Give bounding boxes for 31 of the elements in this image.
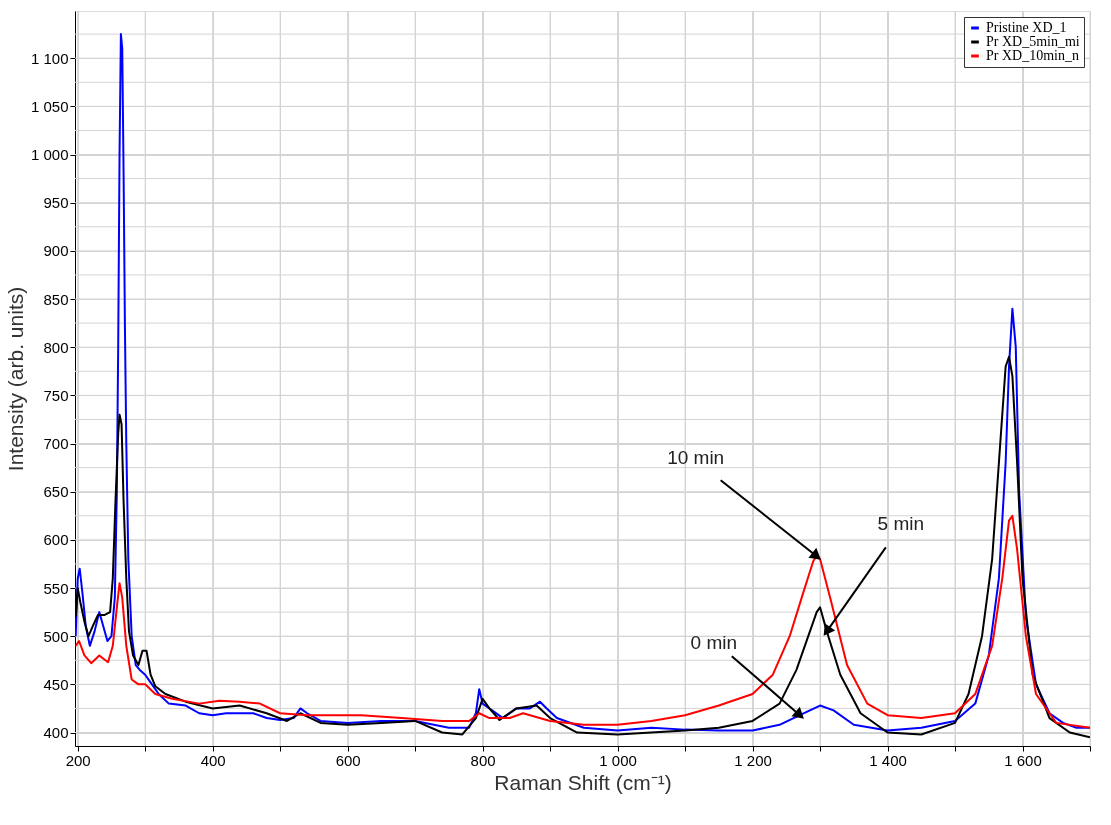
y-axis-title: Intensity (arb. units) <box>3 286 27 472</box>
y-tick-label: 450 <box>43 675 69 693</box>
y-tick-label: 600 <box>43 531 69 549</box>
y-tick-label: 750 <box>43 386 69 404</box>
legend-label: Pristine XD_1 <box>986 20 1067 35</box>
y-tick-label: 500 <box>43 627 69 645</box>
x-tick-label: 400 <box>200 751 226 769</box>
y-tick-label: 950 <box>43 194 69 212</box>
y-tick-label: 650 <box>43 483 69 501</box>
y-tick-label: 900 <box>43 242 69 260</box>
y-tick-label: 1 050 <box>30 97 69 115</box>
x-tick-label: 1 000 <box>599 751 637 769</box>
legend-label: Pr XD_10min_n <box>986 48 1079 63</box>
x-tick-label: 1 600 <box>1004 751 1042 769</box>
x-tick-label: 200 <box>65 751 91 769</box>
x-axis-title: Raman Shift (cm⁻¹) <box>494 770 672 794</box>
y-tick-label: 800 <box>43 338 69 356</box>
x-tick-label: 1 400 <box>869 751 907 769</box>
y-tick-label: 1 000 <box>30 146 69 164</box>
y-tick-label: 550 <box>43 579 69 597</box>
y-tick-label: 1 100 <box>30 49 69 67</box>
y-tick-label: 850 <box>43 290 69 308</box>
y-tick-label: 700 <box>43 435 69 453</box>
annotation: 10 min <box>667 447 725 469</box>
annotation: 0 min <box>690 632 738 654</box>
legend-label: Pr XD_5min_mi <box>986 34 1080 49</box>
x-tick-label: 1 200 <box>734 751 772 769</box>
x-tick-label: 600 <box>335 751 361 769</box>
y-tick-label: 400 <box>43 724 69 742</box>
x-tick-label: 800 <box>470 751 496 769</box>
annotation: 5 min <box>877 513 925 535</box>
